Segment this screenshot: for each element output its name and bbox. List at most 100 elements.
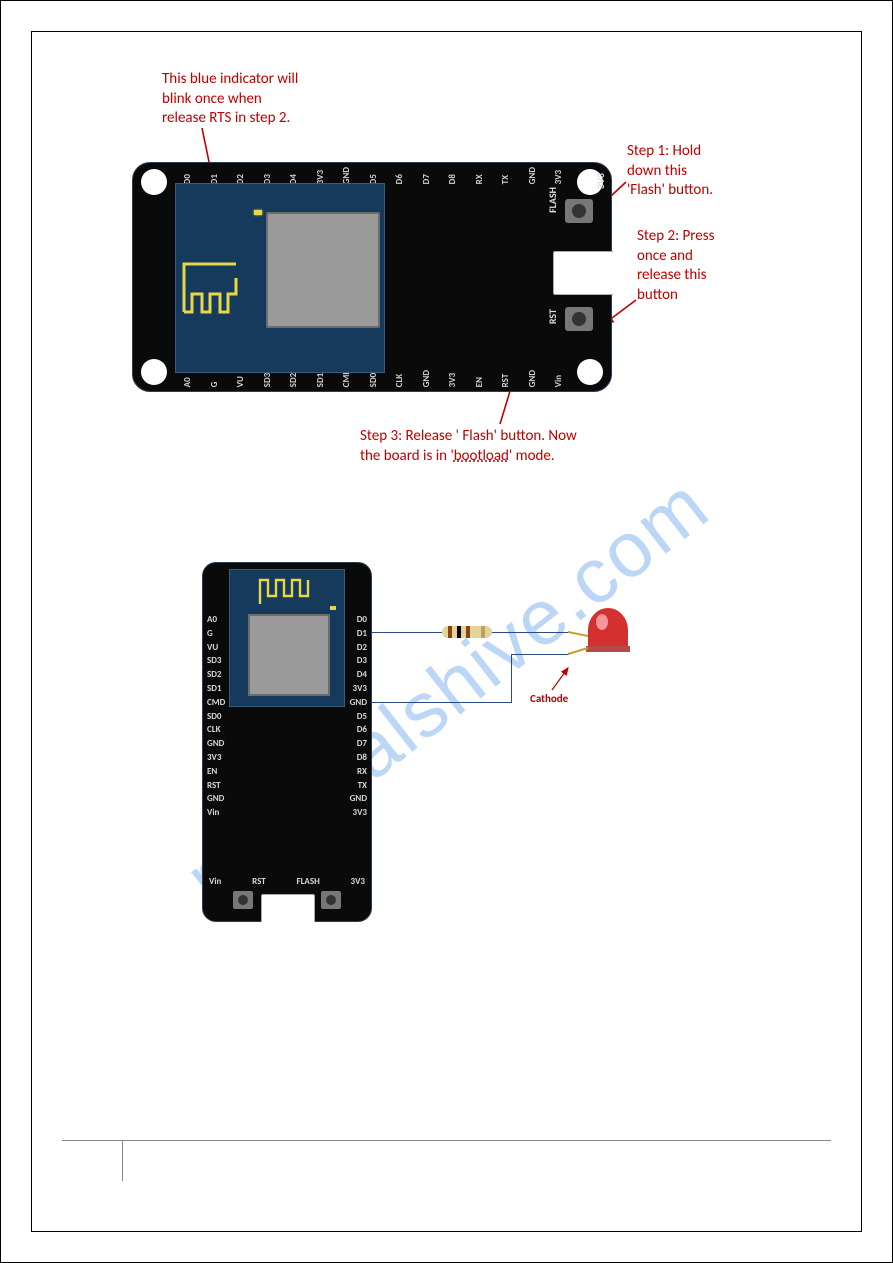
pin-label: CMD: [207, 698, 225, 709]
label-rst: RST: [252, 876, 266, 887]
usb-port-icon: [553, 251, 613, 295]
pin-label: RX: [475, 167, 484, 184]
note-line: down this: [627, 162, 687, 180]
pin-label: SD3: [207, 656, 225, 667]
pin-label: GND: [528, 167, 537, 184]
led-indicator-icon: [330, 606, 336, 610]
label-3v3: 3V3: [594, 173, 607, 189]
pin-label: 3V3: [316, 167, 325, 184]
cathode-label: Cathode: [530, 692, 568, 705]
pin-label: GND: [207, 739, 225, 750]
esp-module: [175, 183, 385, 373]
pin-label: D5: [369, 167, 378, 184]
rst-button[interactable]: [565, 307, 593, 331]
note-line-underline: bootload: [454, 447, 509, 465]
resistor-band: [448, 626, 452, 638]
resistor-icon: [442, 626, 492, 638]
pin-label: D1: [210, 167, 219, 184]
esp-chip-icon: [266, 212, 380, 328]
note-line: Step 3: Release ' Flash' button. Now: [360, 427, 577, 445]
pin-label: D8: [448, 167, 457, 184]
pin-label: EN: [475, 369, 484, 387]
note-step3: Step 3: Release ' Flash' button. Now the…: [360, 427, 577, 466]
led-indicator-icon: [254, 210, 262, 215]
pin-label: D0: [357, 615, 367, 626]
pin-label: GND: [528, 369, 537, 387]
pin-label: TX: [501, 167, 510, 184]
mount-hole: [577, 359, 603, 385]
pin-label: CLK: [207, 725, 225, 736]
wire-gnd-h: [372, 702, 512, 703]
antenna-icon: [180, 244, 240, 316]
pin-label: 3V3: [207, 753, 225, 764]
pin-label: D2: [236, 167, 245, 184]
pin-label: D1: [357, 629, 367, 640]
note-step2: Step 2: Press once and release this butt…: [637, 227, 714, 305]
label-flash: FLASH: [296, 876, 319, 887]
note-line: This blue indicator will: [162, 70, 298, 88]
resistor-band: [466, 626, 470, 638]
note-line: release RTS in step 2.: [162, 109, 290, 127]
usb-port-icon: [261, 894, 315, 922]
note-line: button: [637, 286, 678, 304]
pin-label: GND: [350, 698, 367, 709]
page-inner: manualshive.com This blue indicator will…: [31, 31, 862, 1232]
pin-label: 3V3: [353, 684, 367, 695]
pin-label: G: [207, 629, 225, 640]
note-led-indicator: This blue indicator will blink once when…: [162, 70, 298, 129]
board-landscape: D0D1D2D3D43V3GNDD5D6D7D8RXTXGND3V3 A0GVU…: [132, 162, 612, 392]
note-line: 'Flash' button.: [627, 181, 713, 199]
pin-label: RST: [501, 369, 510, 387]
esp-module: [229, 569, 345, 707]
wire-d1-to-resistor: [372, 632, 442, 633]
resistor-band: [457, 626, 461, 638]
pin-label: RST: [207, 781, 225, 792]
pin-label: GND: [350, 794, 367, 805]
pin-label: VU: [207, 643, 225, 654]
pin-label: D2: [357, 643, 367, 654]
note-line: release this: [637, 266, 707, 284]
label-vin: Vin: [209, 876, 221, 887]
pin-label: D7: [357, 739, 367, 750]
pin-label: D3: [263, 167, 272, 184]
pin-col-left: A0GVUSD3SD2SD1CMDSD0CLKGND3V3ENRSTGNDVin: [207, 615, 225, 819]
pin-label: TX: [358, 781, 367, 792]
arrow-to-cathode: [552, 668, 568, 690]
label-rst: RST: [546, 309, 559, 324]
pin-label: SD2: [207, 670, 225, 681]
wire-gnd-v: [511, 654, 512, 702]
esp-chip-icon: [248, 614, 330, 696]
footer-rule: [62, 1140, 831, 1141]
bottom-labels: Vin RST FLASH 3V3: [209, 876, 365, 887]
note-line: Step 2: Press: [637, 227, 714, 245]
pin-label: SD0: [207, 712, 225, 723]
antenna-icon: [258, 574, 314, 606]
flash-button[interactable]: [321, 891, 341, 909]
pin-label: EN: [207, 767, 225, 778]
pin-label: 3V3: [554, 167, 563, 184]
note-step1: Step 1: Hold down this 'Flash' button.: [627, 142, 713, 201]
pin-label: D3: [357, 656, 367, 667]
pin-label: D8: [357, 753, 367, 764]
pin-label: GND: [342, 167, 351, 184]
pin-label: 3V3: [353, 808, 367, 819]
board-portrait: A0GVUSD3SD2SD1CMDSD0CLKGND3V3ENRSTGNDVin…: [202, 562, 372, 922]
mount-hole: [141, 359, 167, 385]
resistor-band: [481, 626, 485, 638]
pin-label: Vin: [554, 369, 563, 387]
pin-label: RX: [357, 767, 367, 778]
note-line: blink once when: [162, 90, 262, 108]
rst-button[interactable]: [233, 891, 253, 909]
note-line: Step 1: Hold: [627, 142, 701, 160]
flash-button[interactable]: [565, 199, 593, 223]
pin-label: A0: [207, 615, 225, 626]
footer-tick: [122, 1141, 123, 1181]
pin-label: D7: [422, 167, 431, 184]
pin-label: GND: [207, 794, 225, 805]
label-flash: FLASH: [546, 187, 559, 213]
wire-gnd-to-led: [511, 654, 569, 655]
page: manualshive.com This blue indicator will…: [0, 0, 893, 1263]
note-line: once and: [637, 247, 693, 265]
pin-label: D0: [183, 167, 192, 184]
label-3v3: 3V3: [351, 876, 365, 887]
